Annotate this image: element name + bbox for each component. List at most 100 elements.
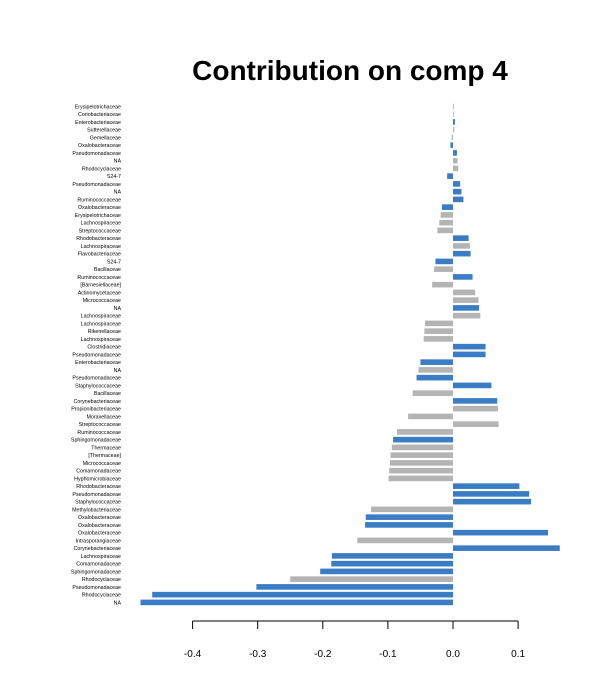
bar [453,157,458,164]
bar [440,212,453,218]
bar [418,367,453,373]
x-tick-label: 0.0 [446,649,460,660]
bar [453,343,486,350]
bar [370,506,453,513]
bar [453,165,459,172]
bar [331,560,453,567]
category-label: NA [114,306,122,312]
category-label: NA [114,159,122,165]
category-label: NA [114,600,122,606]
category-label: Rhodocyclaceae [82,577,121,583]
category-label: Sphingomonadaceae [71,438,121,444]
bar [453,196,464,203]
bar [447,173,453,179]
bar [435,258,453,265]
bar [451,134,453,141]
category-label: Pseudomonadaceae [72,151,121,157]
bar [453,243,470,249]
bar [388,475,453,482]
bar [420,359,453,365]
bar [365,522,453,528]
category-label: NA [114,368,122,374]
bar [453,305,480,311]
category-label: NA [114,190,122,196]
category-label: Gemellaceae [90,135,121,141]
category-label: Rhodobacteraceae [76,236,121,242]
category-label: Lachnospiraceae [81,337,121,343]
x-tick-label: -0.1 [379,649,397,660]
x-tick-label: -0.2 [314,649,332,660]
category-label: Methylobacteriaceae [72,507,121,513]
bar [389,460,453,466]
bar [434,266,453,272]
category-label: Ruminococcaceae [77,197,121,203]
bar [453,181,461,187]
category-label: Ruminococcaceae [77,275,121,281]
category-label: Pseudomonadaceae [72,182,121,188]
bar [453,498,532,505]
category-label: Enterobacteriaceae [75,120,121,126]
category-label: Coriobacteriaceae [78,112,121,118]
category-label: Oxalobacteraceae [78,205,121,211]
category-label: Comamonadaceae [76,469,121,475]
bar [453,382,492,389]
category-label: Comamonadaceae [76,562,121,568]
category-label: Lachnospiraceae [81,321,121,327]
category-label: Hyphomicrobiaceae [74,476,121,482]
bar [331,553,453,559]
category-label: Staphylococcaceae [75,383,121,389]
bar [453,312,481,319]
category-label: Rhodocyclaceae [82,593,121,599]
category-label: S24-7 [107,174,121,180]
bar [152,591,454,598]
category-label: Rhodocyclaceae [82,166,121,172]
bar [453,405,498,412]
category-label: Micrococcaceae [83,461,121,467]
category-label: Sphingomonadaceae [71,569,121,575]
bar [453,529,549,536]
category-label: Pseudomonadaceae [72,376,121,382]
x-axis: -0.4 -0.3 -0.2 -0.1 0.0 0.1 [184,620,525,660]
bar [453,289,476,296]
category-label: Clostridiaceae [87,345,121,351]
bar [437,227,453,234]
bar [441,204,453,210]
bar [412,390,453,396]
category-label: Ruminococcaceae [77,430,121,436]
bar [389,467,453,474]
bar [453,545,560,551]
category-label: Streptococcaceae [79,422,121,428]
bar [453,491,530,497]
bar [453,351,486,358]
bar [408,413,453,420]
category-label: Oxalobacteraceae [78,531,121,537]
bar [391,444,453,451]
bar [453,150,457,156]
category-label: Oxalobacteraceae [78,143,121,149]
bar [424,328,453,334]
category-label: Pseudomonadaceae [72,492,121,498]
x-tick-label: 0.1 [511,649,525,660]
category-label: Thermaceae [91,445,121,451]
category-label: Micrococcaceae [83,298,121,304]
bars-group [140,103,560,606]
bar [453,188,462,195]
category-labels: Erysipelotrichaceae Coriobacteriaceae Ente… [71,104,122,606]
bar [453,250,471,257]
bar [416,374,453,381]
category-label: Enterobacteriaceae [75,360,121,366]
bar [393,436,453,443]
category-label: Moraxellaceae [87,414,122,420]
bar [432,281,453,288]
bar [290,576,453,582]
category-label: Bacillaceae [94,267,121,273]
bar [439,219,453,226]
bar [365,514,453,520]
bar [453,398,498,404]
bar [453,111,454,117]
x-tick-label: -0.3 [249,649,267,660]
bar [450,142,453,148]
bar [357,537,453,544]
chart-title: Contribution on comp 4 [192,55,508,86]
